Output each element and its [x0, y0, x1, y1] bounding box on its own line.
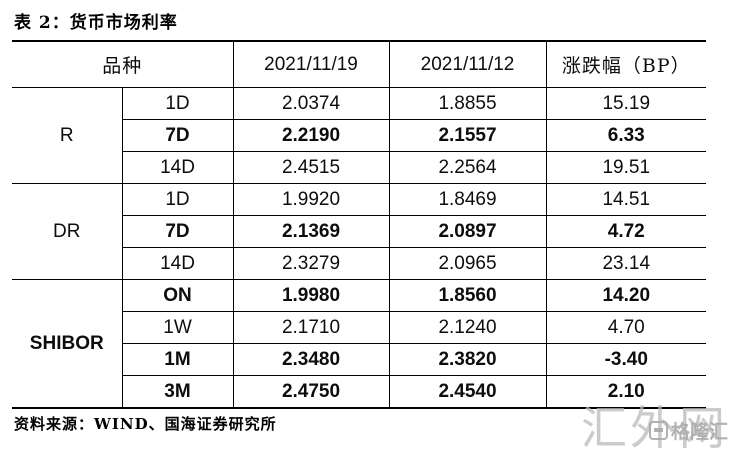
col-header-date-prior: 2021/11/12: [388, 40, 547, 88]
rate-row-dr-1d: DR 1D 1.9920 1.8469 14.51: [12, 183, 707, 280]
table-title: 表 2：货币市场利率: [14, 13, 178, 33]
cell-dr-14d-value-latest: 2.3279: [232, 247, 390, 280]
watermark-logo: 格隆汇: [648, 417, 728, 444]
rate-row-shibor-3m: 3M 2.4750 2.4540 2.10: [12, 375, 707, 409]
report-table-page: 表 2：货币市场利率 品种 2021/11/19 2021/11/12 涨跌幅（…: [12, 13, 728, 451]
group-label-dr: DR: [12, 183, 123, 280]
money-market-rates-table: 品种 2021/11/19 2021/11/12 涨跌幅（BP） R 1D 2.03…: [12, 40, 707, 409]
source-note: 资料来源：WIND、国海证券研究所: [14, 415, 277, 433]
cell-r-1d-tenor: 1D: [121, 87, 234, 120]
watermark: 汇外网 格隆汇: [581, 405, 728, 451]
cell-dr-7d-value-latest: 2.1369: [232, 215, 390, 248]
cell-r-14d-value-prior: 2.2564: [388, 151, 547, 184]
cell-shibor-3m-change-bp: 2.10: [545, 375, 707, 409]
cell-dr-1d-change-bp: 14.51: [545, 183, 707, 216]
watermark-text: 汇外网: [581, 401, 728, 455]
cell-r-1d-value-prior: 1.8855: [388, 87, 547, 120]
rate-row-dr-14d: 14D 2.3279 2.0965 23.14: [12, 247, 707, 280]
col-header-variety: 品种: [12, 40, 234, 88]
cell-dr-14d-value-prior: 2.0965: [388, 247, 547, 280]
cell-shibor-1m-value-latest: 2.3480: [232, 343, 390, 376]
col-header-change-bp: 涨跌幅（BP）: [545, 40, 707, 88]
cell-r-7d-value-prior: 2.1557: [388, 119, 547, 152]
rate-row-dr-7d: 7D 2.1369 2.0897 4.72: [12, 215, 707, 248]
cell-r-14d-tenor: 14D: [122, 151, 234, 184]
cell-dr-1d-value-prior: 1.8469: [388, 183, 547, 216]
cell-shibor-3m-value-prior: 2.4540: [388, 375, 547, 409]
cell-shibor-on-tenor: ON: [121, 279, 234, 312]
cell-shibor-1w-value-prior: 2.1240: [388, 311, 547, 344]
cell-dr-7d-change-bp: 4.72: [545, 215, 707, 248]
cell-r-7d-value-latest: 2.2190: [232, 119, 390, 152]
cell-r-14d-change-bp: 19.51: [545, 151, 707, 184]
group-label-r: R: [12, 87, 123, 184]
cell-dr-14d-tenor: 14D: [122, 247, 234, 280]
watermark-logo-icon: [648, 421, 668, 440]
cell-shibor-1w-value-latest: 2.1710: [232, 311, 390, 344]
cell-shibor-3m-value-latest: 2.4750: [232, 375, 390, 409]
col-header-date-latest: 2021/11/19: [232, 40, 390, 88]
cell-shibor-on-change-bp: 14.20: [545, 279, 707, 312]
cell-r-7d-change-bp: 6.33: [545, 119, 707, 152]
cell-dr-7d-value-prior: 2.0897: [388, 215, 547, 248]
rate-row-shibor-on: SHIBOR ON 1.9980 1.8560 14.20: [12, 279, 707, 409]
cell-shibor-1m-value-prior: 2.3820: [388, 343, 547, 376]
cell-r-7d-tenor: 7D: [122, 119, 234, 152]
rate-row-r-14d: 14D 2.4515 2.2564 19.51: [12, 151, 707, 184]
cell-shibor-on-value-latest: 1.9980: [232, 279, 390, 312]
cell-dr-1d-tenor: 1D: [121, 183, 234, 216]
rate-row-shibor-1m: 1M 2.3480 2.3820 -3.40: [12, 343, 707, 376]
cell-shibor-1w-tenor: 1W: [122, 311, 234, 344]
rate-row-r-1d: R 1D 2.0374 1.8855 15.19: [12, 87, 707, 184]
group-label-shibor: SHIBOR: [12, 279, 123, 409]
cell-r-1d-change-bp: 15.19: [545, 87, 707, 120]
cell-r-1d-value-latest: 2.0374: [232, 87, 390, 120]
cell-dr-1d-value-latest: 1.9920: [232, 183, 390, 216]
cell-shibor-3m-tenor: 3M: [122, 375, 234, 409]
cell-r-14d-value-latest: 2.4515: [232, 151, 390, 184]
watermark-logo-text: 格隆汇: [670, 421, 728, 443]
cell-dr-7d-tenor: 7D: [122, 215, 234, 248]
cell-dr-14d-change-bp: 23.14: [545, 247, 707, 280]
cell-shibor-1w-change-bp: 4.70: [545, 311, 707, 344]
rate-row-shibor-1w: 1W 2.1710 2.1240 4.70: [12, 311, 707, 344]
cell-shibor-on-value-prior: 1.8560: [388, 279, 547, 312]
cell-shibor-1m-change-bp: -3.40: [545, 343, 707, 376]
rates-table-body: R 1D 2.0374 1.8855 15.19 7D 2.2190 2.1557 6.33 14…: [12, 87, 707, 409]
cell-shibor-1m-tenor: 1M: [122, 343, 234, 376]
header-row: 品种 2021/11/19 2021/11/12 涨跌幅（BP）: [12, 40, 707, 88]
